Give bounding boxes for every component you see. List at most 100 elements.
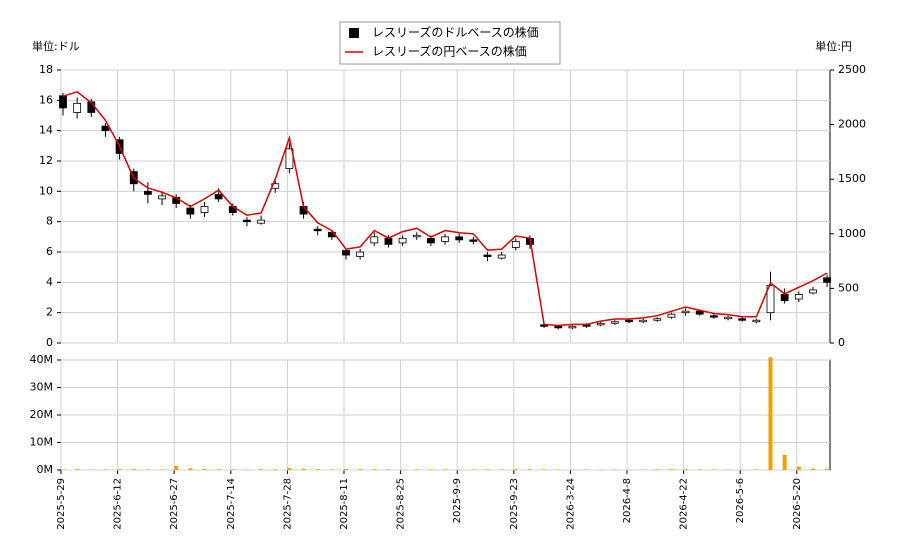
y-axis-unit: 単位:ドル (32, 39, 80, 53)
candle-body (626, 320, 633, 322)
yen-line (63, 92, 827, 326)
volume-tick-label: 10M (30, 436, 54, 449)
volume-bar (75, 469, 79, 470)
volume-bar (825, 469, 829, 470)
candle-body (611, 322, 618, 324)
x-tick-label: 2025-6-12 (113, 478, 124, 530)
x-tick-label: 2025-6-27 (169, 478, 180, 530)
candle-body (470, 240, 477, 242)
volume-bar (273, 469, 277, 470)
x-tick-label: 2026-4-22 (679, 478, 690, 530)
y-tick-label: 4 (46, 275, 53, 288)
y-tick-label: 8 (46, 215, 53, 228)
candle-body (343, 250, 350, 255)
volume-bar (769, 357, 773, 470)
y2-tick-label: 1500 (838, 172, 866, 185)
volume-bar (217, 469, 221, 470)
candle-body (512, 241, 519, 247)
candle-body (413, 235, 420, 237)
volume-bar (231, 469, 235, 470)
x-tick-label: 2025-8-11 (339, 478, 350, 530)
candle-body (144, 191, 151, 194)
volume-bar (146, 469, 150, 470)
volume-bar (358, 469, 362, 470)
volume-bar (486, 469, 490, 470)
candle-body (809, 290, 816, 293)
y-tick-label: 14 (39, 124, 53, 137)
candle-body (314, 229, 321, 231)
legend-swatch (349, 28, 359, 38)
volume-bar (655, 469, 659, 470)
volume-bar (797, 467, 801, 470)
x-tick-label: 2026-5-20 (792, 478, 803, 530)
volume-bar (542, 469, 546, 470)
x-tick-label: 2025-9-9 (452, 478, 463, 523)
y-tick-label: 10 (39, 184, 53, 197)
candle-body (159, 196, 166, 199)
volume-bar (514, 469, 518, 470)
volume-bar (188, 468, 192, 470)
x-tick-label: 2025-8-25 (396, 478, 407, 530)
x-tick-label: 2026-5-6 (735, 478, 746, 523)
volume-tick-label: 20M (30, 408, 54, 421)
y2-tick-label: 1000 (838, 227, 866, 240)
volume-bar (259, 469, 263, 470)
candle-body (498, 255, 505, 258)
candle-body (60, 96, 67, 108)
y-tick-label: 2 (46, 306, 53, 319)
candle-body (371, 237, 378, 243)
volume-bar (132, 469, 136, 470)
candle-body (710, 316, 717, 318)
volume-bar (669, 469, 673, 470)
volume-bar (118, 469, 122, 470)
volume-bar (174, 466, 178, 470)
candle-body (753, 320, 760, 322)
y2-tick-label: 2500 (838, 63, 866, 76)
candle-body (739, 319, 746, 321)
x-tick-label: 2026-4-8 (622, 478, 633, 523)
y2-tick-label: 2000 (838, 118, 866, 131)
legend-label: レスリーズの円ベースの株価 (372, 44, 527, 59)
candle-body (555, 326, 562, 328)
legend-label: レスリーズのドルベースの株価 (372, 25, 539, 40)
candle-body (385, 238, 392, 244)
candle-body (215, 194, 222, 199)
volume-bar (783, 455, 787, 470)
volume-bar (330, 469, 334, 470)
candle-body (357, 252, 364, 257)
volume-bar (698, 469, 702, 470)
volume-bar (372, 469, 376, 470)
y2-axis-unit: 単位:円 (815, 39, 852, 53)
x-tick-label: 2025-7-14 (226, 478, 237, 530)
candle-body (654, 319, 661, 321)
candle-body (696, 311, 703, 314)
volume-bar (684, 469, 688, 470)
candle-body (427, 238, 434, 243)
candle-body (824, 278, 831, 283)
x-tick-label: 2026-3-24 (565, 478, 576, 530)
candle-body (243, 220, 250, 222)
candle-body (795, 294, 802, 299)
candle-body (102, 126, 109, 131)
candle-body (484, 255, 491, 257)
candle-body (187, 208, 194, 214)
candle-body (74, 103, 81, 112)
volume-bar (415, 469, 419, 470)
candle-body (640, 320, 647, 322)
volume-bar (811, 469, 815, 470)
candle-body (682, 311, 689, 313)
candle-body (781, 294, 788, 300)
candle-body (668, 314, 675, 317)
volume-bar (61, 469, 65, 470)
y-tick-label: 0 (46, 336, 53, 349)
candle-body (201, 207, 208, 213)
x-tick-label: 2025-5-29 (56, 478, 67, 530)
volume-bar (443, 469, 447, 470)
x-tick-label: 2025-7-28 (282, 478, 293, 530)
x-tick-label: 2025-9-23 (509, 478, 520, 530)
y-tick-label: 18 (39, 63, 53, 76)
volume-bar (344, 469, 348, 470)
y-tick-label: 16 (39, 93, 53, 106)
